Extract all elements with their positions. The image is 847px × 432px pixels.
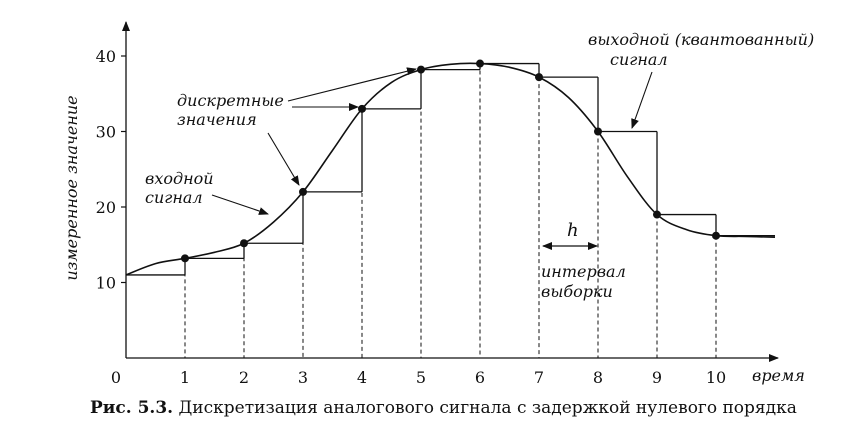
sample-point-8 — [594, 127, 602, 136]
x-tick-label-3: 3 — [298, 368, 308, 387]
sample-point-10 — [712, 231, 720, 240]
y-tick-label-30: 30 — [96, 123, 116, 142]
label-output-signal-line1: выходной (квантованный) — [588, 30, 814, 49]
label-h: h — [567, 220, 579, 241]
arrow-discrete-upper — [287, 67, 417, 102]
sample-point-1 — [181, 254, 189, 263]
arrow-input-signal — [211, 194, 269, 215]
x-tick-label-7: 7 — [534, 368, 544, 387]
x-tick-label-5: 5 — [416, 368, 426, 387]
x-tick-label-2: 2 — [239, 368, 249, 387]
x-tick-label-0: 0 — [111, 368, 121, 387]
x-axis-title: время — [752, 366, 805, 385]
label-sampling-interval-line2: выборки — [541, 282, 613, 301]
figure-caption: Рис. 5.3. Дискретизация аналогового сигн… — [90, 398, 797, 418]
y-tick-label-10: 10 — [96, 274, 116, 293]
x-tick-label-4: 4 — [357, 368, 367, 387]
label-output-signal-line2: сигнал — [610, 50, 668, 69]
x-tick-label-10: 10 — [706, 368, 726, 387]
label-input-signal-line1: входной — [145, 169, 214, 188]
label-input-signal-line2: сигнал — [145, 188, 203, 207]
label-sampling-interval-line1: интервал — [541, 262, 626, 281]
input-signal-curve — [125, 62, 776, 276]
x-tick-label-9: 9 — [652, 368, 662, 387]
sample-point-3 — [299, 187, 307, 196]
sample-point-2 — [240, 239, 248, 248]
x-tick-label-8: 8 — [593, 368, 603, 387]
caption-label: Рис. 5.3. — [90, 398, 174, 418]
sample-point-5 — [417, 65, 425, 74]
x-tick-label-1: 1 — [180, 368, 190, 387]
label-discrete-values-line2: значения — [177, 110, 257, 129]
x-tick-label-6: 6 — [475, 368, 485, 387]
caption-text: Дискретизация аналогового сигнала с заде… — [178, 398, 797, 418]
sample-point-4 — [358, 104, 366, 113]
y-tick-label-20: 20 — [96, 198, 116, 217]
arrow-discrete-lower — [267, 132, 300, 186]
y-tick-label-40: 40 — [96, 47, 116, 66]
arrow-output-signal — [631, 71, 653, 129]
sample-point-6 — [476, 59, 484, 68]
label-discrete-values-line1: дискретные — [177, 91, 284, 110]
sample-point-7 — [535, 73, 543, 82]
sample-point-9 — [653, 210, 661, 219]
y-axis-title: измеренное значение — [62, 95, 81, 280]
